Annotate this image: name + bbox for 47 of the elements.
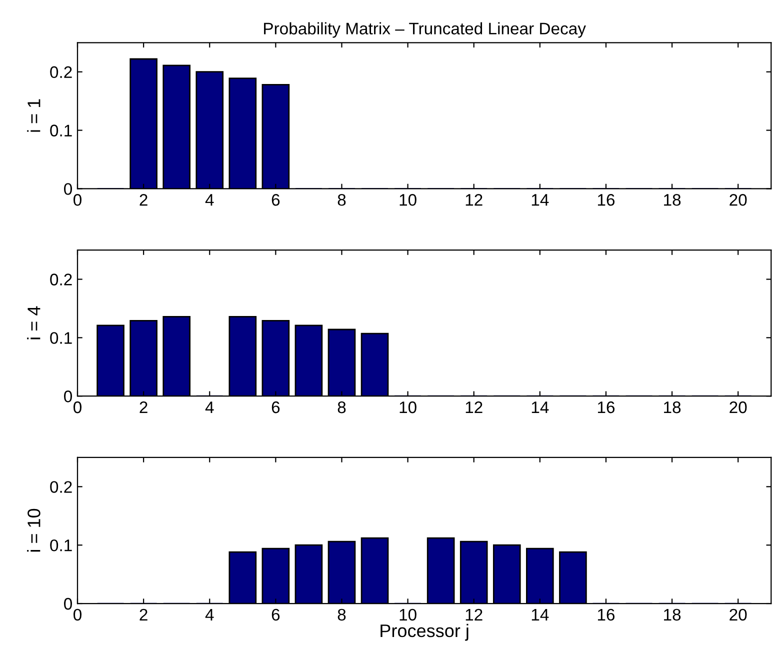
x-tick-label: 2 bbox=[140, 194, 148, 206]
x-tick-label: 10 bbox=[400, 401, 416, 414]
x-tick-label: 8 bbox=[338, 608, 346, 621]
x-tick-label: 6 bbox=[272, 194, 280, 206]
chart-title: Probability Matrix – Truncated Linear Decay bbox=[264, 22, 586, 38]
x-tick-label: 0 bbox=[74, 401, 82, 414]
x-tick-label: 2 bbox=[140, 608, 148, 620]
x-tick-label: 16 bbox=[598, 401, 615, 414]
y-axis-title: i = 1 bbox=[27, 99, 40, 132]
x-tick-label: 10 bbox=[400, 194, 416, 206]
y-axis-title: i = 4 bbox=[27, 306, 40, 340]
x-tick-label: 0 bbox=[74, 608, 82, 621]
y-tick-label: 0.2 bbox=[50, 274, 72, 286]
x-tick-label: 12 bbox=[466, 194, 482, 206]
x-tick-label: 18 bbox=[664, 194, 681, 206]
y-axis-title: i = 10 bbox=[27, 508, 40, 552]
x-tick-label: 20 bbox=[730, 608, 747, 621]
y-tick-label: 0.1 bbox=[50, 332, 72, 344]
y-tick-label: 0.2 bbox=[50, 481, 72, 493]
y-tick-label: 0.1 bbox=[50, 539, 72, 552]
x-tick-label: 4 bbox=[205, 608, 214, 620]
y-tick-label: 0 bbox=[64, 598, 72, 610]
x-axis-title: Processor j bbox=[380, 624, 468, 641]
x-tick-label: 14 bbox=[532, 608, 549, 620]
x-tick-label: 12 bbox=[466, 608, 482, 620]
x-tick-label: 20 bbox=[730, 401, 747, 414]
x-tick-label: 8 bbox=[338, 401, 346, 414]
x-tick-label: 16 bbox=[598, 608, 615, 621]
x-tick-label: 18 bbox=[664, 401, 681, 414]
x-tick-label: 4 bbox=[205, 402, 214, 414]
x-tick-label: 14 bbox=[532, 194, 549, 206]
x-tick-label: 20 bbox=[730, 194, 747, 206]
x-tick-label: 4 bbox=[205, 194, 214, 206]
x-tick-label: 0 bbox=[74, 194, 82, 206]
y-tick-label: 0.1 bbox=[50, 124, 72, 136]
x-tick-label: 12 bbox=[466, 401, 482, 414]
x-tick-label: 16 bbox=[598, 194, 615, 206]
y-tick-label: 0.2 bbox=[50, 66, 72, 78]
x-tick-label: 18 bbox=[664, 608, 681, 621]
x-tick-label: 14 bbox=[532, 402, 549, 414]
y-tick-label: 0 bbox=[64, 183, 72, 195]
x-tick-label: 2 bbox=[140, 401, 148, 414]
y-tick-label: 0 bbox=[64, 390, 72, 402]
x-tick-label: 10 bbox=[400, 608, 416, 621]
x-tick-label: 6 bbox=[272, 608, 280, 621]
x-tick-label: 8 bbox=[338, 194, 346, 206]
x-tick-label: 6 bbox=[272, 401, 280, 414]
